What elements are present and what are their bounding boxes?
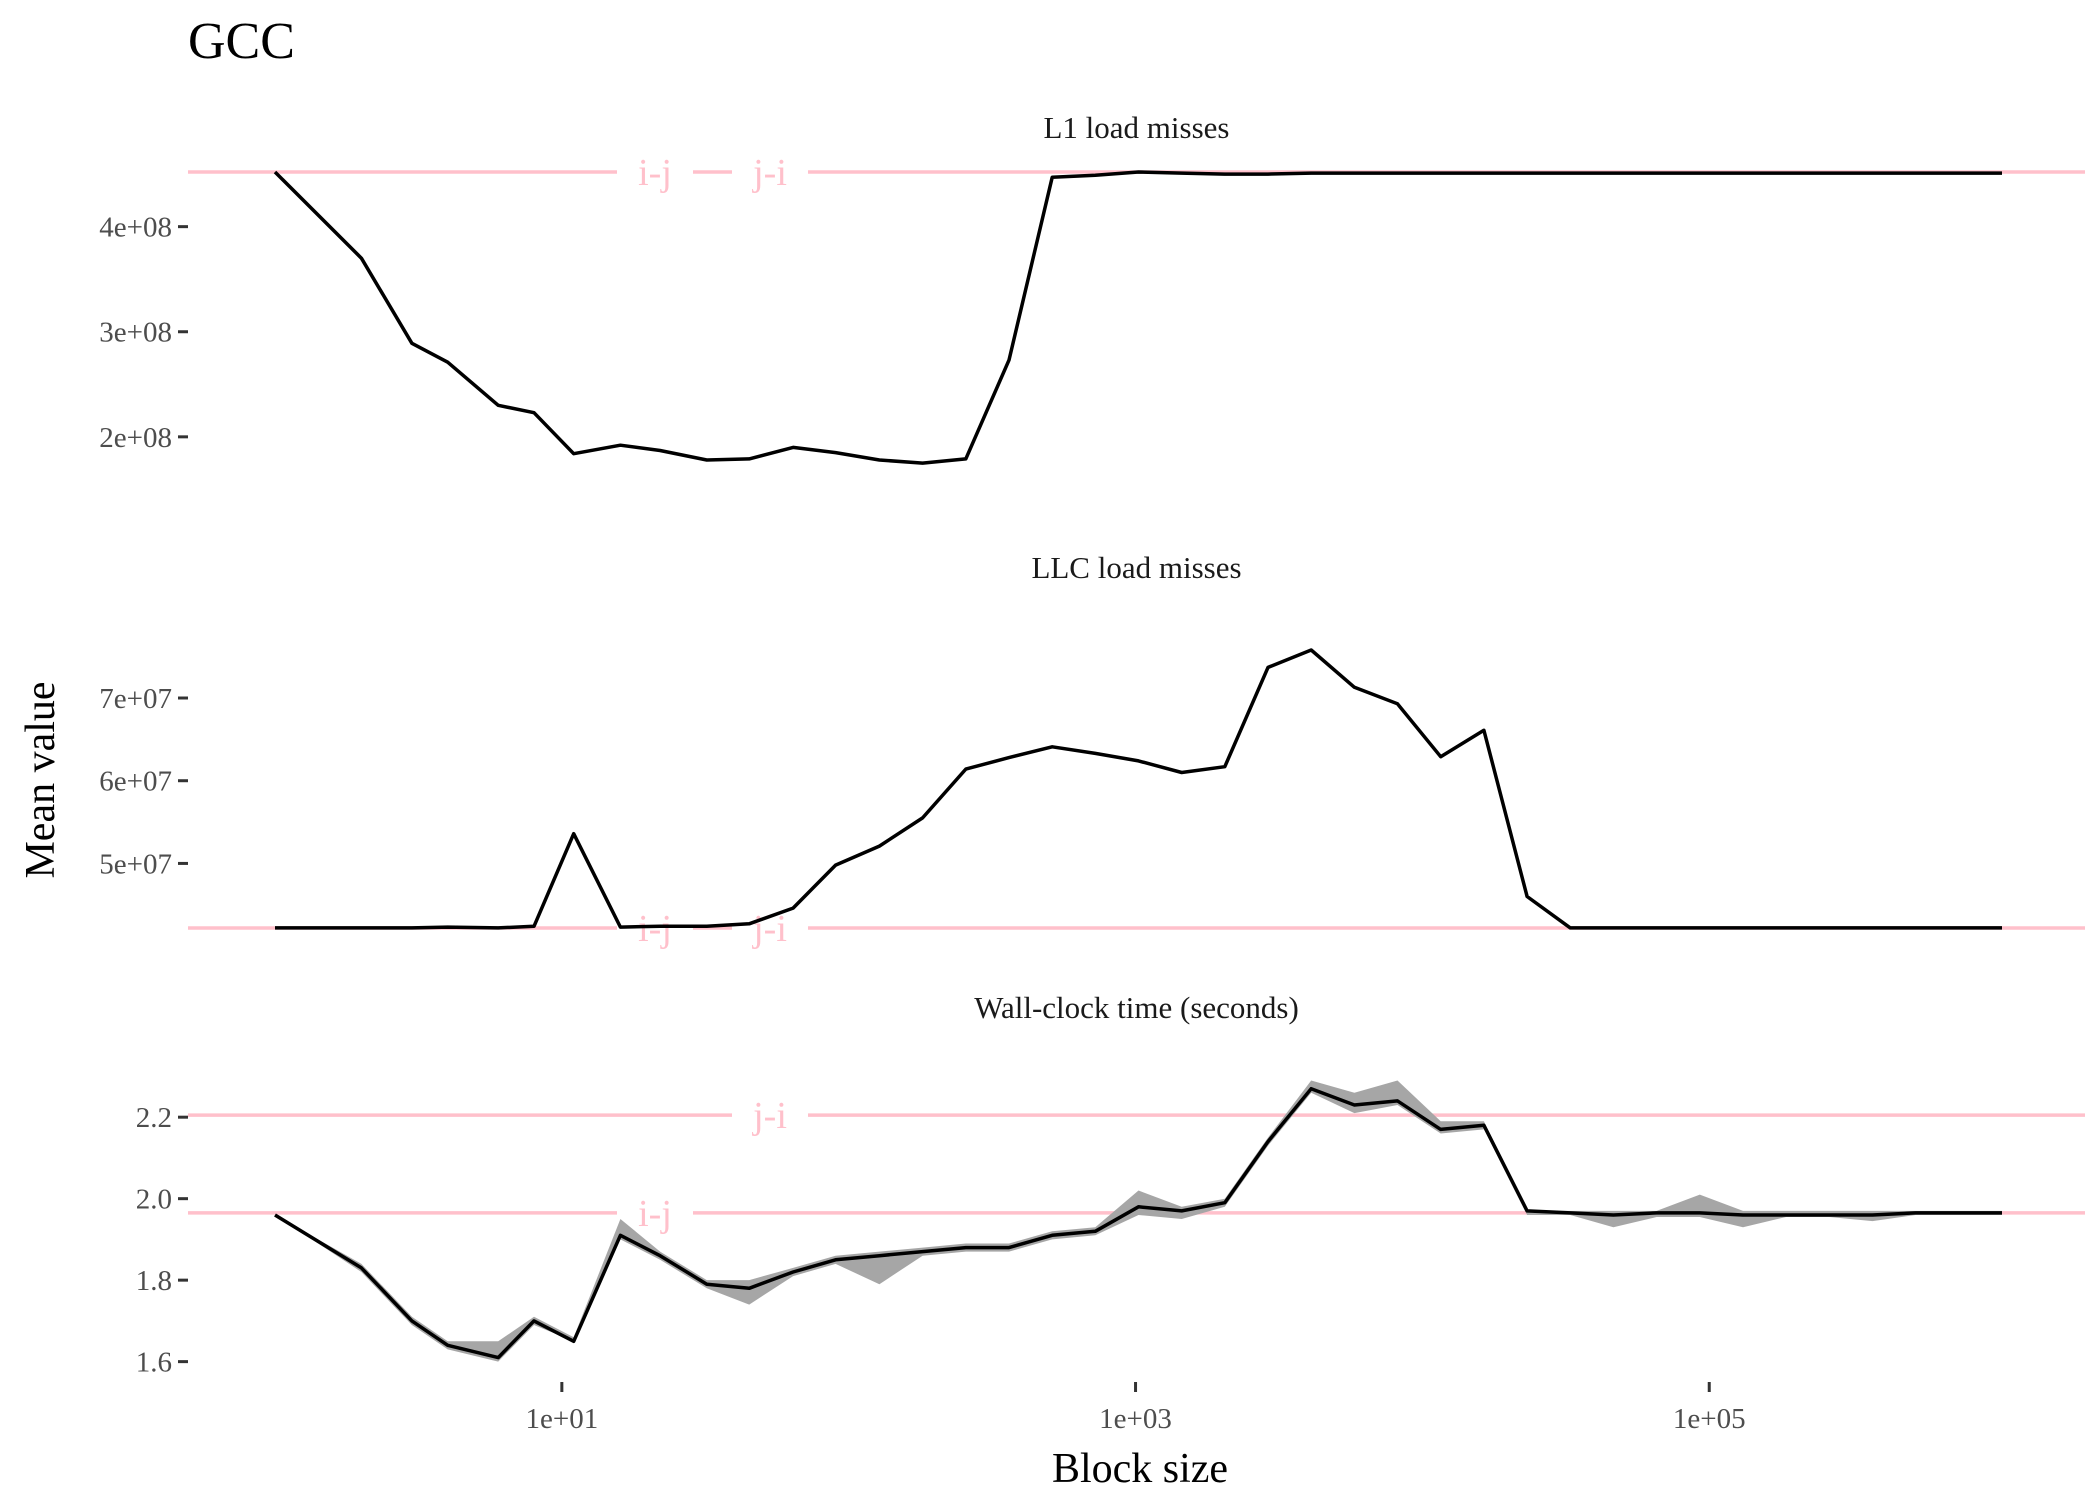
y-tick-label: 4e+08: [99, 212, 172, 244]
y-tick-label: 7e+07: [99, 683, 172, 715]
x-tick-label: 1e+03: [1099, 1403, 1172, 1435]
reference-label-bg: [617, 150, 693, 194]
x-tick-label: 1e+05: [1673, 1403, 1746, 1435]
reference-line-label: i-j: [638, 152, 672, 194]
x-axis: 1e+01 1e+03 1e+05: [525, 1382, 1746, 1435]
series-line: [274, 1086, 2002, 1360]
chart-title: GCC: [188, 13, 295, 70]
panel-3: Wall-clock time (seconds) 1.6 1.8 2.0 2.2 i-j…: [136, 990, 2085, 1379]
panel-strip-label: L1 load misses: [1044, 110, 1230, 145]
reference-line-label: j-i: [751, 908, 787, 950]
y-tick-label: 3e+08: [99, 317, 172, 349]
y-tick-label: 5e+07: [99, 848, 172, 880]
reference-label-bg: [732, 150, 808, 194]
x-tick-label: 1e+01: [525, 1403, 598, 1435]
y-tick-label: 1.8: [136, 1265, 172, 1297]
reference-line-label: j-i: [751, 1095, 787, 1137]
reference-label-bg: [732, 1093, 808, 1138]
reference-label-bg: [732, 905, 808, 950]
panel-strip-label: Wall-clock time (seconds): [974, 990, 1299, 1025]
panel-strip-label: LLC load misses: [1031, 550, 1241, 585]
y-tick-label: 6e+07: [99, 766, 172, 798]
series-line: [275, 648, 2002, 930]
y-tick-label: 2e+08: [99, 422, 172, 454]
y-tick-label: 2.2: [136, 1102, 172, 1134]
y-axis-title: Mean value: [18, 681, 64, 878]
reference-line-label: i-j: [638, 908, 672, 950]
panel-2: LLC load misses 5e+07 6e+07 7e+07 i-j j-i: [99, 550, 2085, 950]
y-tick-label: 1.6: [136, 1347, 172, 1379]
series-line: [273, 170, 2002, 465]
confidence-ribbon: [275, 1080, 2002, 1362]
reference-line-label: i-j: [638, 1193, 672, 1235]
y-tick-label: 2.0: [136, 1184, 172, 1216]
x-axis-title: Block size: [1052, 1446, 1228, 1492]
reference-line-label: j-i: [751, 152, 787, 194]
panel-1: L1 load misses 2e+08 3e+08 4e+08 i-j j-i: [99, 110, 2085, 465]
